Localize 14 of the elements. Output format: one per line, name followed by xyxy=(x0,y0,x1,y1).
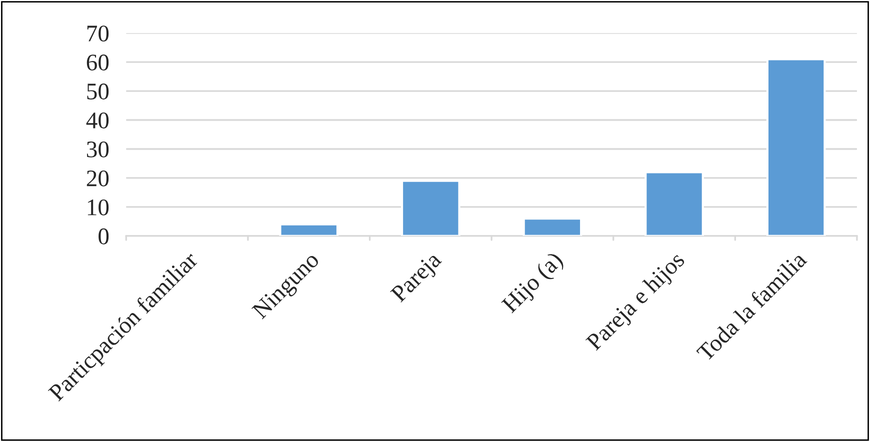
y-tick-label: 50 xyxy=(87,84,109,100)
bar xyxy=(766,58,826,236)
bar xyxy=(279,223,339,236)
bar xyxy=(400,180,460,236)
x-tick-label: Hijo (a) xyxy=(500,250,567,317)
y-tick-label: 70 xyxy=(87,26,109,42)
y-tick-label: 40 xyxy=(86,112,109,128)
y-tick-label: 0 xyxy=(98,228,109,244)
y-tick-label: 20 xyxy=(86,170,109,186)
bar xyxy=(522,218,582,236)
y-tick-label: 10 xyxy=(88,199,109,216)
y-tick-label: 60 xyxy=(86,54,109,70)
y-tick-label: 30 xyxy=(87,141,109,158)
bar xyxy=(644,171,704,236)
